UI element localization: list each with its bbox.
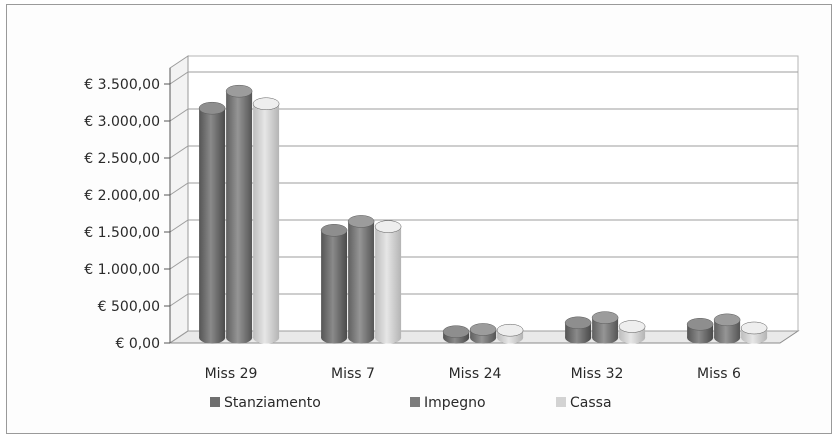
y-tick-label: € 2.500,00 bbox=[84, 151, 160, 167]
bar bbox=[496, 323, 524, 344]
bar bbox=[252, 97, 280, 344]
bar bbox=[347, 215, 375, 344]
y-axis-ticks: € 0,00 € 500,00 € 1.000,00 € 1.500,00 € 2.00… bbox=[84, 68, 171, 352]
bar-base bbox=[199, 331, 226, 344]
bar bbox=[564, 316, 592, 344]
bar bbox=[374, 220, 402, 344]
x-axis-categories: Miss 29 Miss 7 Miss 24 Miss 32 Miss 6 bbox=[205, 366, 741, 382]
bar-base bbox=[348, 331, 375, 344]
bar-top bbox=[740, 321, 768, 335]
legend-item: Cassa bbox=[556, 395, 612, 411]
gridline bbox=[169, 71, 798, 85]
bar bbox=[591, 311, 619, 344]
bar-top bbox=[713, 313, 741, 327]
bar-base bbox=[741, 331, 768, 344]
gridline bbox=[169, 182, 798, 196]
bar-top bbox=[496, 323, 524, 337]
bar bbox=[713, 313, 741, 344]
bar-top bbox=[591, 311, 619, 324]
bar-body bbox=[199, 108, 226, 338]
bar-top bbox=[252, 97, 280, 111]
y-tick-label: € 500,00 bbox=[98, 299, 160, 315]
bar-top bbox=[320, 224, 348, 237]
bar-top bbox=[564, 316, 592, 330]
bars bbox=[198, 84, 768, 344]
bar bbox=[198, 101, 226, 344]
gridline bbox=[169, 293, 798, 307]
y-tick-label: € 3.000,00 bbox=[84, 114, 160, 130]
bar-base bbox=[226, 331, 253, 344]
legend-label: Impegno bbox=[424, 395, 486, 411]
bar-body bbox=[348, 221, 375, 338]
legend-label: Stanziamento bbox=[224, 395, 321, 411]
y-tick-label: € 0,00 bbox=[115, 336, 160, 352]
bar-base bbox=[253, 331, 280, 344]
y-tick-label: € 1.500,00 bbox=[84, 225, 160, 241]
gridline bbox=[169, 219, 798, 233]
bar-body bbox=[321, 230, 348, 338]
bar bbox=[618, 320, 646, 344]
bar-top bbox=[618, 320, 646, 333]
legend-item: Stanziamento bbox=[210, 395, 321, 411]
bar-top bbox=[198, 101, 226, 115]
bar bbox=[469, 323, 497, 344]
bar-base bbox=[619, 331, 646, 344]
y-tick-label: € 3.500,00 bbox=[84, 77, 160, 93]
bar bbox=[740, 321, 768, 344]
bar bbox=[320, 224, 348, 344]
legend-item: Impegno bbox=[410, 395, 486, 411]
bar-top bbox=[686, 318, 714, 331]
bar-base bbox=[565, 331, 592, 344]
x-category-label: Miss 6 bbox=[697, 366, 741, 382]
x-category-label: Miss 29 bbox=[205, 366, 258, 382]
gridline bbox=[169, 256, 798, 270]
bar-body bbox=[375, 226, 402, 338]
bar bbox=[442, 325, 470, 344]
bar-base bbox=[321, 331, 348, 344]
y-tick-label: € 2.000,00 bbox=[84, 188, 160, 204]
bar-top bbox=[469, 323, 497, 336]
legend-label: Cassa bbox=[570, 395, 612, 411]
x-category-label: Miss 24 bbox=[449, 366, 502, 382]
bar bbox=[225, 84, 253, 344]
bar-body bbox=[253, 103, 280, 338]
bar-top bbox=[347, 215, 375, 228]
bar-base bbox=[375, 331, 402, 344]
bar-base bbox=[687, 331, 714, 344]
back-wall bbox=[187, 55, 799, 332]
y-tick-label: € 1.000,00 bbox=[84, 262, 160, 278]
bar-base bbox=[714, 331, 741, 344]
bar-top bbox=[225, 84, 253, 98]
legend-swatch bbox=[210, 397, 220, 407]
bar-base bbox=[592, 331, 619, 344]
x-category-label: Miss 32 bbox=[571, 366, 624, 382]
legend-swatch bbox=[556, 397, 566, 407]
gridline bbox=[169, 145, 798, 159]
bar-top bbox=[442, 325, 470, 338]
legend-swatch bbox=[410, 397, 420, 407]
bar bbox=[686, 318, 714, 344]
legend: Stanziamento Impegno Cassa bbox=[210, 395, 612, 411]
bar-top bbox=[374, 220, 402, 233]
x-category-label: Miss 7 bbox=[331, 366, 375, 382]
bar-body bbox=[226, 91, 253, 338]
gridline bbox=[169, 108, 798, 122]
